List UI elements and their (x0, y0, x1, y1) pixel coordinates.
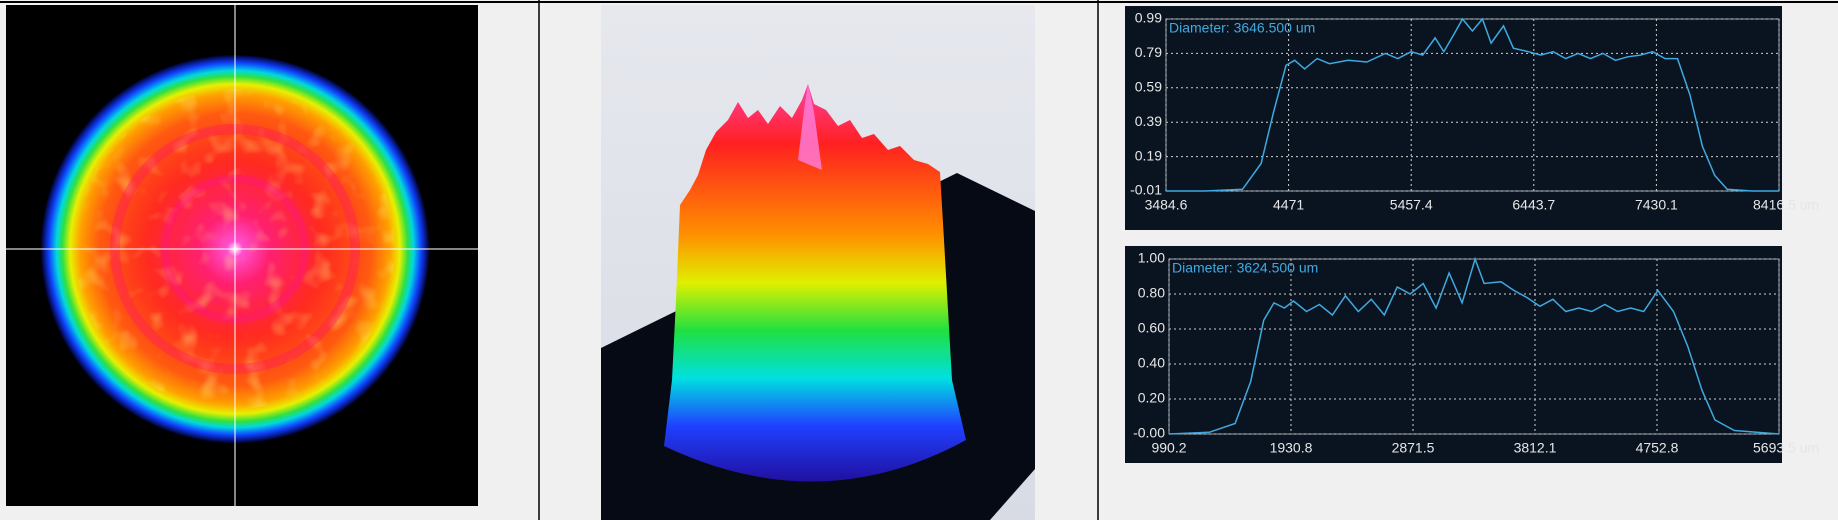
annotation: Diameter: 3646.500 um (1169, 20, 1315, 36)
beam-2d-view (6, 5, 478, 506)
x-tick-label: 7430.1 (1635, 197, 1678, 213)
profile-line (1168, 256, 1780, 435)
x-tick-label: 4471 (1273, 197, 1304, 213)
y-tick-label: 0.79 (1135, 44, 1162, 60)
x-tick-label: 8416.5 um (1753, 197, 1819, 213)
x-tick-label: 2871.5 (1392, 440, 1435, 456)
y-tick-label: 1.00 (1138, 250, 1165, 266)
annotation: Diameter: 3624.500 um (1172, 260, 1318, 276)
x-tick-label: 990.2 (1151, 440, 1186, 456)
x-tick-label: 4752.8 (1636, 440, 1679, 456)
y-tick-label: 0.19 (1135, 147, 1162, 163)
y-tick-label: 0.40 (1138, 355, 1165, 371)
profile-panel (1125, 6, 1782, 230)
x-tick-label: 6443.7 (1512, 197, 1555, 213)
y-tick-label: -0.00 (1133, 425, 1165, 441)
beam-surface (664, 84, 966, 482)
profile-line (1166, 17, 1779, 192)
peak-highlight (798, 84, 822, 170)
x-tick-label: 3484.6 (1145, 197, 1188, 213)
x-tick-label: 3812.1 (1514, 440, 1557, 456)
y-tick-label: 0.99 (1135, 10, 1162, 26)
y-tick-label: 0.39 (1135, 113, 1162, 129)
x-tick-label: 1930.8 (1270, 440, 1313, 456)
y-tick-label: 0.60 (1138, 320, 1165, 336)
y-tick-label: 0.80 (1138, 285, 1165, 301)
y-tick-label: 0.20 (1138, 390, 1165, 406)
profile-panel (1125, 246, 1782, 463)
y-tick-label: 0.59 (1135, 79, 1162, 95)
x-tick-label: 5457.4 (1390, 197, 1433, 213)
x-tick-label: 5693.5 um (1753, 440, 1819, 456)
y-tick-label: -0.01 (1130, 182, 1162, 198)
beam-3d-view (601, 5, 1035, 520)
